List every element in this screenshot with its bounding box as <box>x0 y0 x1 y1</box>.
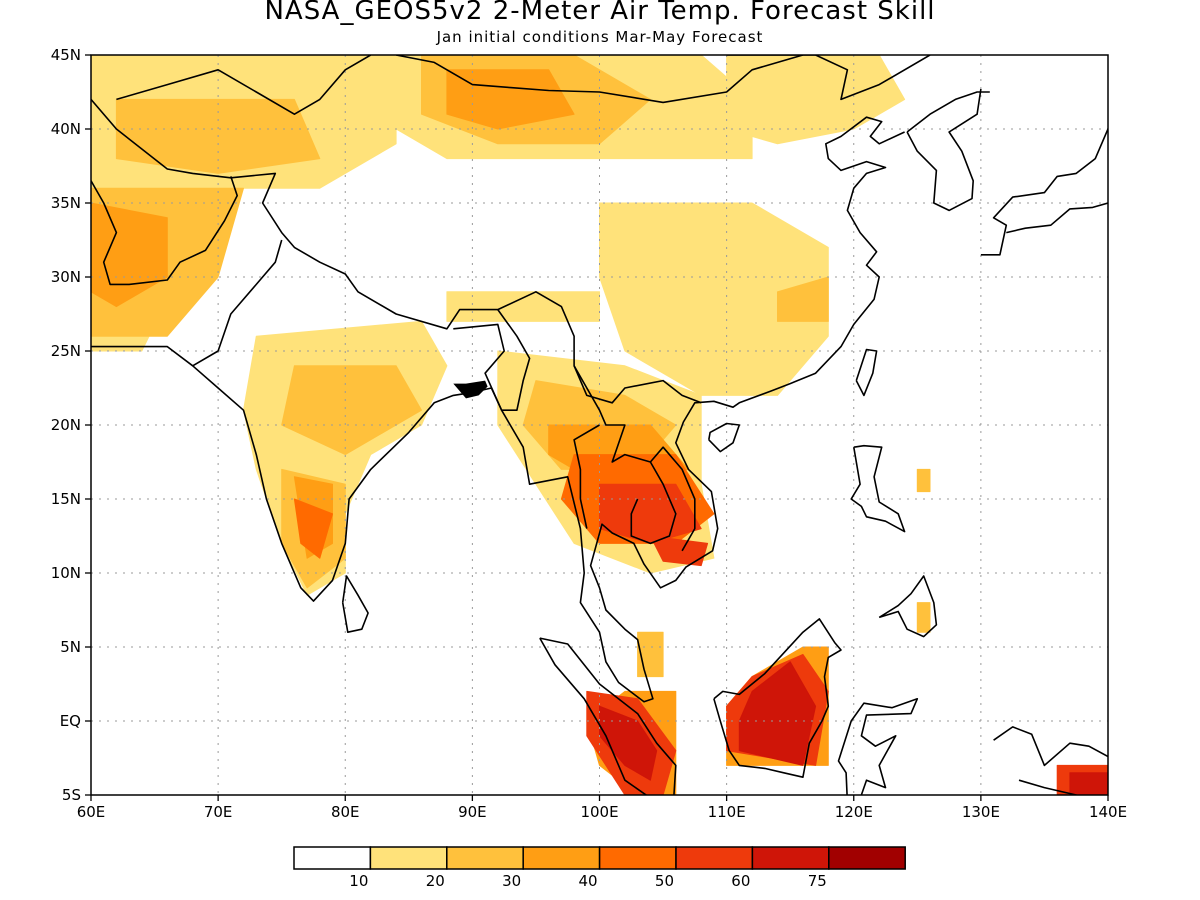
coastline <box>539 637 677 795</box>
lon-tick-label: 120E <box>835 803 873 821</box>
legend-swatch <box>522 846 601 870</box>
legend-label: 60 <box>731 872 750 890</box>
lat-tick-label: 15N <box>51 490 81 508</box>
skill-region <box>599 202 829 396</box>
coastline <box>993 726 1108 767</box>
legend-swatch <box>293 846 372 870</box>
lat-tick-label: 35N <box>51 194 81 212</box>
coastline <box>708 422 741 453</box>
coastline <box>1018 779 1078 795</box>
lon-tick-label: 110E <box>708 803 746 821</box>
legend-label: 40 <box>579 872 598 890</box>
skill-region <box>777 276 829 322</box>
lat-tick-label: 40N <box>51 120 81 138</box>
lon-tick-label: 60E <box>77 803 106 821</box>
coastline <box>855 348 878 397</box>
lat-tick-label: 5S <box>62 786 81 804</box>
skill-region <box>726 55 906 145</box>
legend-swatch <box>828 846 906 870</box>
axis-labels: 60E 70E 80E 90E 100E 110E 120E 130E 140E 45N 40N 35… <box>51 46 1127 821</box>
coastline <box>850 444 906 533</box>
coastline <box>573 424 600 529</box>
lat-tick-label: 25N <box>51 342 81 360</box>
lat-tick-label: 30N <box>51 268 81 286</box>
coastline <box>649 446 696 552</box>
lat-tick-label: 45N <box>51 46 81 64</box>
skill-region <box>281 365 422 456</box>
lon-tick-label: 130E <box>962 803 1000 821</box>
skill-region <box>446 291 600 322</box>
skill-region <box>916 602 931 633</box>
legend-swatch <box>369 846 448 870</box>
lat-tick-label: 20N <box>51 416 81 434</box>
legend-swatch <box>598 846 677 870</box>
coastline <box>980 126 1108 256</box>
lat-tick-label: EQ <box>60 712 81 730</box>
coastline <box>395 55 804 104</box>
coastlines-layer <box>91 55 1108 795</box>
delta-coast <box>453 380 488 399</box>
legend-swatch <box>751 846 830 870</box>
lon-tick-label: 70E <box>204 803 233 821</box>
coastline <box>497 309 531 412</box>
skill-region <box>115 232 156 263</box>
skill-region <box>916 468 931 493</box>
chart-subtitle: Jan initial conditions Mar-May Forecast <box>436 28 764 46</box>
coastline <box>91 116 905 703</box>
chart-title: NASA_GEOS5v2 2-Meter Air Temp. Forecast … <box>264 0 936 26</box>
coastline <box>906 88 982 212</box>
coastline <box>713 618 842 779</box>
legend-label: 30 <box>502 872 521 890</box>
lon-tick-label: 140E <box>1089 803 1127 821</box>
coastline <box>453 323 506 411</box>
coastline <box>573 365 677 545</box>
legend-label: 75 <box>808 872 827 890</box>
skill-region <box>293 498 333 559</box>
coastline <box>91 98 702 404</box>
skill-region <box>1069 772 1108 795</box>
coastline <box>726 55 931 101</box>
lon-tick-label: 100E <box>580 803 618 821</box>
color-legend: 10 20 30 40 50 60 75 <box>293 846 906 890</box>
coastline <box>192 239 283 367</box>
coastline <box>91 176 238 286</box>
coastline <box>837 697 919 795</box>
lon-tick-label: 80E <box>331 803 360 821</box>
gridlines <box>91 55 1108 795</box>
legend-swatch <box>446 846 524 870</box>
coastline <box>878 575 938 638</box>
lon-tick-label: 90E <box>458 803 487 821</box>
coastline <box>906 91 990 133</box>
lat-tick-label: 10N <box>51 564 81 582</box>
coastline <box>116 55 372 115</box>
legend-label: 20 <box>426 872 445 890</box>
legend-swatch <box>675 846 754 870</box>
coastline <box>341 575 369 634</box>
legend-label: 10 <box>349 872 368 890</box>
lat-tick-label: 5N <box>60 638 81 656</box>
legend-label: 50 <box>655 872 674 890</box>
